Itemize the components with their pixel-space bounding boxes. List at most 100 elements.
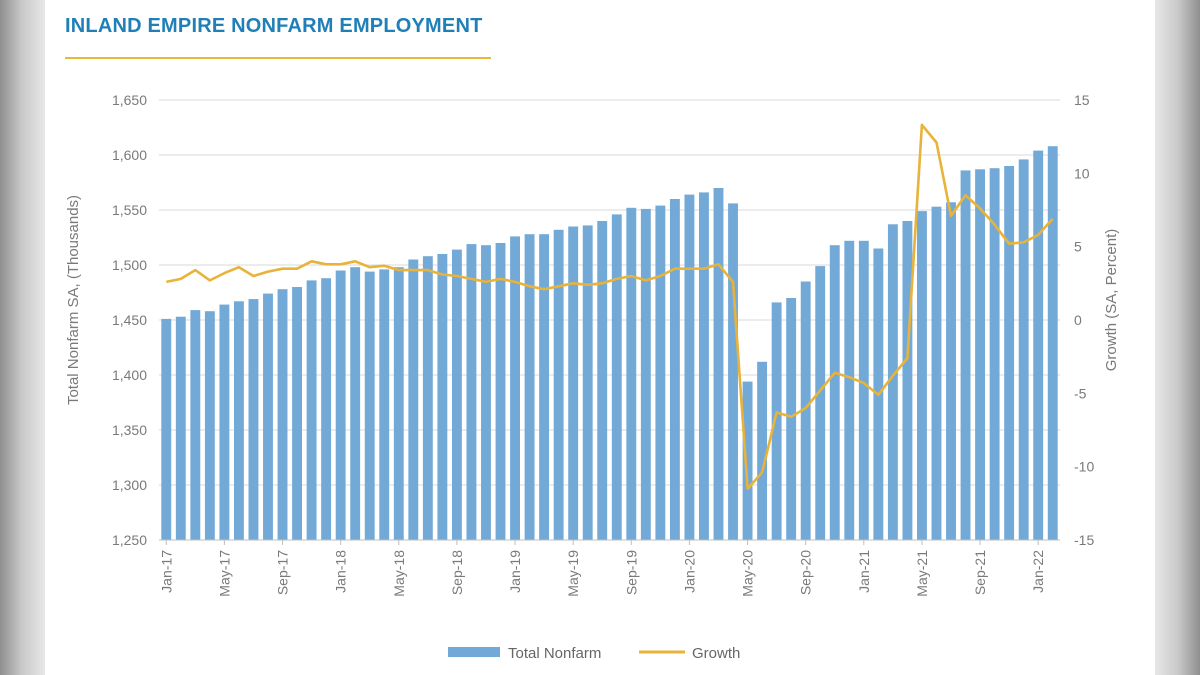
- bar-total-nonfarm: [161, 318, 172, 540]
- bar-total-nonfarm: [699, 192, 709, 540]
- employment-chart: 1,250 1,300 1,350 1,400 1,450 1,500 1,550 1,600…: [65, 92, 1120, 662]
- x-tick-label: Jan-17: [158, 550, 174, 593]
- bar-total-nonfarm: [611, 214, 622, 540]
- x-tick-label: Jan-19: [507, 550, 523, 593]
- x-tick-label: Sep-20: [798, 550, 814, 595]
- x-tick-label: Jan-22: [1030, 550, 1046, 593]
- x-tick-label: May-21: [914, 550, 930, 597]
- bar-total-nonfarm: [582, 225, 593, 540]
- x-tick-label: May-17: [216, 550, 232, 597]
- left-y-tick-label: 1,450: [112, 312, 147, 328]
- bar-total-nonfarm: [335, 270, 346, 540]
- bar-total-nonfarm: [553, 229, 564, 541]
- bar-total-nonfarm: [887, 224, 898, 541]
- bar-total-nonfarm: [917, 211, 927, 540]
- right-y-tick-label: 15: [1074, 92, 1090, 108]
- bar-total-nonfarm: [931, 206, 942, 540]
- bar-total-nonfarm: [800, 281, 811, 540]
- bar-total-nonfarm: [437, 254, 448, 540]
- right-y-tick-label: 5: [1074, 239, 1082, 255]
- x-tick-label: Sep-21: [972, 550, 988, 595]
- chart-panel: INLAND EMPIRE NONFARM EMPLOYMENT 1,250 1,…: [45, 0, 1155, 675]
- bar-total-nonfarm: [1047, 146, 1058, 540]
- bar-total-nonfarm: [946, 202, 956, 541]
- bar-total-nonfarm: [815, 266, 826, 540]
- right-y-tick-label: 10: [1074, 165, 1090, 181]
- bar-total-nonfarm: [524, 234, 535, 540]
- bar-total-nonfarm: [219, 304, 230, 540]
- legend: Total Nonfarm Growth: [448, 645, 740, 662]
- bar-total-nonfarm: [1018, 159, 1029, 540]
- bar-total-nonfarm: [248, 299, 259, 540]
- bar-total-nonfarm: [960, 170, 971, 540]
- bar-total-nonfarm: [858, 240, 869, 541]
- left-y-tick-label: 1,650: [112, 92, 147, 108]
- bar-total-nonfarm: [728, 203, 738, 540]
- bar-total-nonfarm: [277, 289, 288, 540]
- bar-total-nonfarm: [684, 194, 695, 540]
- bar-total-nonfarm: [306, 280, 317, 540]
- bar-total-nonfarm: [292, 287, 302, 540]
- bar-total-nonfarm: [626, 207, 637, 541]
- bar-total-nonfarm: [757, 361, 768, 540]
- bar-total-nonfarm: [393, 267, 404, 540]
- bar-total-nonfarm: [175, 316, 186, 540]
- x-tick-label: Jan-18: [333, 550, 349, 593]
- bar-total-nonfarm: [844, 240, 855, 541]
- bar-total-nonfarm: [829, 245, 840, 540]
- x-tick-label: Jan-20: [681, 550, 697, 593]
- bar-total-nonfarm: [408, 259, 419, 540]
- bar-total-nonfarm: [786, 298, 797, 540]
- chart-title: INLAND EMPIRE NONFARM EMPLOYMENT: [65, 15, 483, 37]
- bar-total-nonfarm: [640, 208, 651, 540]
- left-y-tick-label: 1,500: [112, 257, 147, 273]
- right-y-axis: -15 -10 -5 0 5 10 15: [1074, 92, 1094, 548]
- bar-total-nonfarm: [451, 249, 462, 540]
- right-axis-title: Growth (SA, Percent): [1103, 229, 1120, 372]
- right-y-tick-label: -5: [1074, 385, 1087, 401]
- bar-total-nonfarm: [539, 234, 550, 540]
- bar-total-nonfarm: [350, 267, 361, 540]
- bar-total-nonfarm: [742, 381, 753, 540]
- right-y-tick-label: -10: [1074, 459, 1094, 475]
- bar-total-nonfarm: [233, 301, 244, 540]
- left-y-tick-label: 1,350: [112, 422, 147, 438]
- legend-label-total-nonfarm: Total Nonfarm: [508, 645, 601, 662]
- left-axis-title: Total Nonfarm SA, (Thousands): [65, 195, 82, 405]
- x-axis: Jan-17 May-17 Sep-17 Jan-18 May-18 Sep-18 Jan-…: [158, 539, 1060, 597]
- bar-total-nonfarm: [1004, 166, 1015, 540]
- x-tick-label: May-19: [565, 550, 581, 597]
- title-underline: [65, 57, 491, 59]
- growth-series-line: [166, 123, 1054, 491]
- x-tick-label: Jan-21: [856, 550, 872, 593]
- bar-total-nonfarm: [466, 244, 477, 540]
- bar-total-nonfarm: [568, 226, 579, 540]
- bar-total-nonfarm: [655, 205, 666, 540]
- bars: [161, 146, 1058, 541]
- x-tick-label: Sep-18: [449, 550, 465, 595]
- bar-total-nonfarm: [669, 199, 680, 540]
- bar-total-nonfarm: [713, 188, 724, 540]
- bar-total-nonfarm: [1033, 150, 1044, 540]
- left-y-tick-label: 1,250: [112, 532, 147, 548]
- bar-total-nonfarm: [379, 269, 390, 540]
- bar-total-nonfarm: [364, 271, 375, 540]
- left-y-tick-label: 1,600: [112, 147, 147, 163]
- bar-total-nonfarm: [902, 221, 913, 540]
- right-y-tick-label: -15: [1074, 532, 1094, 548]
- bar-total-nonfarm: [989, 168, 1000, 540]
- bar-total-nonfarm: [481, 245, 491, 540]
- x-tick-label: Sep-19: [623, 550, 639, 595]
- legend-swatch-total-nonfarm: [448, 647, 500, 657]
- left-y-axis: 1,250 1,300 1,350 1,400 1,450 1,500 1,550 1,600…: [112, 92, 147, 548]
- bar-total-nonfarm: [771, 302, 782, 540]
- bar-total-nonfarm: [495, 243, 506, 540]
- legend-label-growth: Growth: [692, 645, 740, 662]
- bar-total-nonfarm: [204, 311, 215, 540]
- x-tick-label: Sep-17: [275, 550, 291, 595]
- right-y-tick-label: 0: [1074, 312, 1082, 328]
- bar-total-nonfarm: [263, 293, 273, 540]
- bar-total-nonfarm: [597, 221, 608, 540]
- bar-total-nonfarm: [975, 169, 986, 541]
- x-tick-label: May-18: [391, 550, 407, 597]
